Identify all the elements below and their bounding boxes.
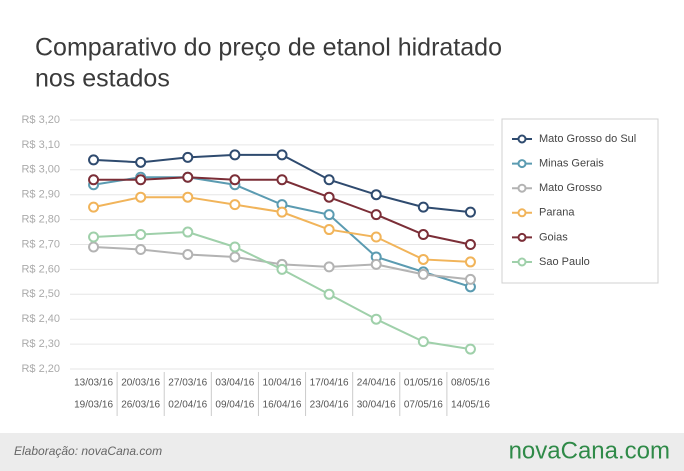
x-tick-label: 26/03/16 <box>121 400 160 411</box>
point <box>464 343 476 355</box>
x-tick-label: 07/05/16 <box>404 400 443 411</box>
legend-label: Mato Grosso do Sul <box>539 133 636 145</box>
x-tick-label: 13/03/16 <box>74 378 113 389</box>
logo: novaCana.com <box>509 437 670 464</box>
point <box>88 241 100 253</box>
x-tick-label: 14/05/16 <box>451 400 490 411</box>
legend-label: Mato Grosso <box>539 182 602 194</box>
point <box>229 241 241 253</box>
point <box>182 226 194 238</box>
point <box>323 191 335 203</box>
point <box>464 273 476 285</box>
source: Elaboração: novaCana.com <box>14 444 162 458</box>
y-tick-label: R$ 2,70 <box>21 238 60 250</box>
x-tick-label: 23/04/16 <box>310 400 349 411</box>
y-tick-label: R$ 2,30 <box>21 338 60 350</box>
x-tick-label: 10/04/16 <box>263 378 302 389</box>
point <box>417 229 429 241</box>
legend-label: Minas Gerais <box>539 158 604 170</box>
point <box>88 201 100 213</box>
x-tick-label: 01/05/16 <box>404 378 443 389</box>
x-tick-label: 02/04/16 <box>168 400 207 411</box>
point <box>276 149 288 161</box>
legend-box <box>501 118 659 284</box>
point <box>135 191 147 203</box>
point <box>229 149 241 161</box>
point <box>417 336 429 348</box>
point <box>370 231 382 243</box>
x-tick-label: 24/04/16 <box>357 378 396 389</box>
point <box>276 174 288 186</box>
x-tick-label: 17/04/16 <box>310 378 349 389</box>
x-tick-label: 30/04/16 <box>357 400 396 411</box>
point <box>370 189 382 201</box>
point <box>88 154 100 166</box>
chart-title: nos estados <box>35 65 170 93</box>
x-tick-label: 20/03/16 <box>121 378 160 389</box>
legend-swatch <box>517 159 527 169</box>
point <box>229 199 241 211</box>
point <box>323 224 335 236</box>
point <box>135 243 147 255</box>
point <box>135 156 147 168</box>
point <box>182 151 194 163</box>
chart-title: Comparativo do preço de etanol hidratado <box>35 34 502 62</box>
point <box>182 191 194 203</box>
point <box>88 174 100 186</box>
point <box>417 201 429 213</box>
point <box>229 251 241 263</box>
point <box>370 258 382 270</box>
y-tick-label: R$ 2,20 <box>21 363 60 375</box>
x-tick-label: 08/05/16 <box>451 378 490 389</box>
legend-swatch <box>517 232 527 242</box>
point <box>229 174 241 186</box>
y-tick-label: R$ 2,50 <box>21 288 60 300</box>
legend-swatch <box>517 183 527 193</box>
y-tick-label: R$ 3,20 <box>21 114 60 126</box>
point <box>464 256 476 268</box>
y-tick-label: R$ 2,90 <box>21 189 60 201</box>
legend-label: Sao Paulo <box>539 256 590 268</box>
x-tick-label: 19/03/16 <box>74 400 113 411</box>
legend-swatch <box>517 208 527 218</box>
footer <box>0 433 684 471</box>
point <box>182 171 194 183</box>
point <box>323 209 335 221</box>
legend-label: Parana <box>539 207 575 219</box>
legend-swatch <box>517 257 527 267</box>
y-tick-label: R$ 3,10 <box>21 139 60 151</box>
point <box>370 313 382 325</box>
legend-label: Goias <box>539 231 568 243</box>
point <box>135 174 147 186</box>
point <box>88 231 100 243</box>
point <box>276 206 288 218</box>
y-tick-label: R$ 3,00 <box>21 164 60 176</box>
point <box>276 263 288 275</box>
point <box>464 239 476 250</box>
point <box>464 206 476 218</box>
point <box>370 209 382 221</box>
x-tick-label: 09/04/16 <box>215 400 254 411</box>
point <box>182 248 194 260</box>
x-tick-label: 27/03/16 <box>168 378 207 389</box>
point <box>417 253 429 265</box>
point <box>417 268 429 280</box>
y-tick-label: R$ 2,60 <box>21 263 60 275</box>
point <box>135 229 147 241</box>
legend-swatch <box>517 134 527 144</box>
y-tick-label: R$ 2,40 <box>21 313 60 325</box>
x-tick-label: 16/04/16 <box>263 400 302 411</box>
point <box>323 174 335 186</box>
y-tick-label: R$ 2,80 <box>21 214 60 226</box>
point <box>323 288 335 300</box>
x-tick-label: 03/04/16 <box>215 378 254 389</box>
point <box>323 261 335 273</box>
